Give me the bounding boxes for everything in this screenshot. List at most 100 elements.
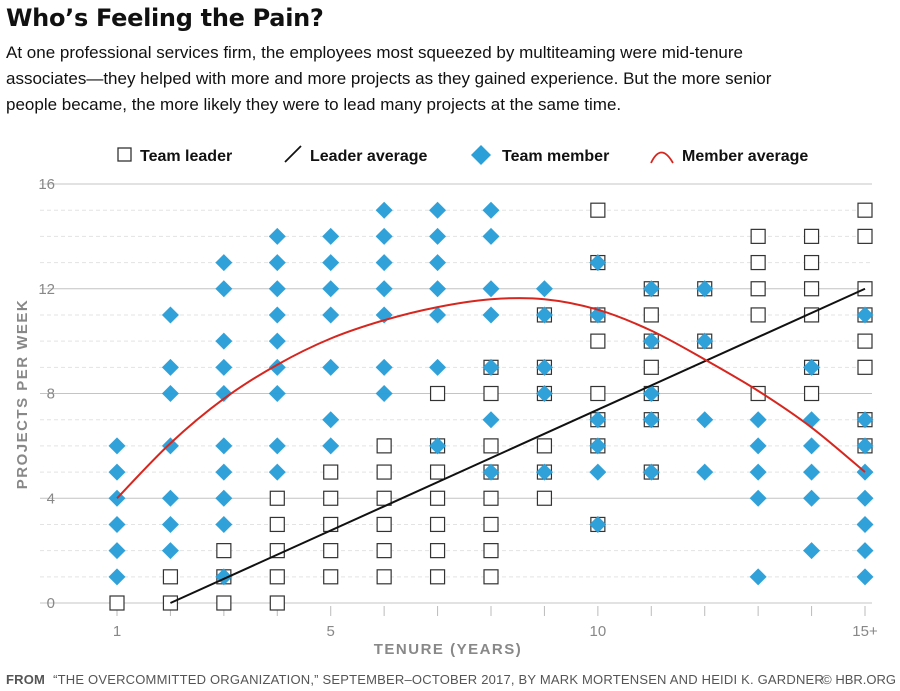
team-leader-point [483,385,499,402]
team-member-point [268,437,286,455]
team-member-point [375,280,393,298]
team-member-point [322,437,340,455]
team-member-point [696,463,714,481]
team-member-point [696,332,714,350]
team-leader-point [803,254,820,271]
team-leader-point [269,569,285,585]
team-member-point [161,437,179,455]
team-leader-point [376,464,392,480]
team-member-point [429,437,447,455]
x-tick-label: 1 [113,623,121,640]
chart-subtitle: At one professional services firm, the e… [6,40,886,118]
legend-member-diamond-icon [471,145,491,165]
team-leader-point [269,490,285,506]
team-member-point [322,358,340,376]
y-tick-label: 8 [47,386,55,403]
team-leader-point [483,438,499,454]
team-leader-point [536,438,553,454]
team-leader-point [857,228,873,244]
team-member-point [375,358,393,376]
team-leader-point [429,516,446,533]
team-member-point [803,437,821,455]
team-leader-point [376,438,392,454]
team-member-point [856,306,874,324]
member-average-curve [116,297,866,499]
footer-source: “THE OVERCOMMITTED ORGANIZATION,” SEPTEM… [53,672,824,687]
team-leader-point [590,385,606,402]
team-leader-point [750,254,766,271]
team-member-point [696,411,714,429]
team-leader-point [857,359,873,375]
y-tick-label: 4 [47,490,55,507]
subtitle-line: people became, the more likely they were… [6,95,622,114]
team-member-point [429,358,447,376]
team-leader-point [803,228,820,244]
team-member-point [375,254,393,272]
team-member-point [749,411,767,429]
scatter-chart: Team leader Leader average Team member M… [14,145,878,658]
team-member-point [161,306,179,324]
legend-member-average-icon [650,151,674,164]
subtitle-line: associates—they helped with more and mor… [6,69,772,88]
team-member-point [482,201,500,219]
team-member-point [749,437,767,455]
team-member-point [696,280,714,298]
team-member-point [856,542,874,560]
team-member-point [375,201,393,219]
team-leader-point [483,543,499,559]
team-leader-point [803,385,820,402]
team-member-point [429,280,447,298]
team-member-point [429,306,447,324]
team-member-points [108,201,874,586]
team-leader-point [483,516,499,533]
team-leader-point [429,385,446,402]
team-member-point [856,515,874,533]
team-leader-point [750,281,766,297]
team-member-point [215,385,233,402]
team-member-point [642,385,660,402]
legend-leader-average-label: Leader average [310,148,428,165]
team-member-point [215,463,233,481]
subtitle-line: At one professional services firm, the e… [6,43,744,62]
team-member-point [108,568,126,586]
team-member-point [215,437,233,455]
team-leader-point [269,595,285,611]
team-member-point [642,280,660,298]
team-leader-point [857,202,873,218]
chart-legend: Team leader Leader average Team member M… [117,145,808,165]
team-member-point [161,385,179,402]
team-member-point [803,358,821,376]
x-tick-label: 15+ [852,623,878,640]
team-member-point [749,568,767,586]
team-member-point [803,489,821,507]
team-member-point [215,280,233,298]
team-member-point [856,489,874,507]
team-leader-point [857,333,873,349]
team-member-point [268,227,286,245]
team-leader-point [643,359,659,375]
team-member-point [749,463,767,481]
team-member-point [589,515,607,533]
team-member-point [429,227,447,245]
team-member-point [482,463,500,481]
team-member-point [482,227,500,245]
team-member-point [322,280,340,298]
team-leader-point [750,385,766,402]
team-member-point [215,358,233,376]
team-leader-point [323,543,339,559]
team-member-point [161,358,179,376]
team-member-point [589,463,607,481]
team-leader-point [323,490,339,506]
team-leader-point [429,569,446,585]
team-leader-point [429,543,446,559]
team-member-point [803,463,821,481]
legend-leader-label: Team leader [140,148,232,165]
team-member-point [535,463,553,481]
team-member-point [322,411,340,429]
team-leader-point [269,516,285,533]
team-member-point [375,385,393,402]
y-axis-ticks: 0 4 8 12 16 [38,176,55,612]
team-member-point [322,227,340,245]
team-member-point [268,280,286,298]
team-member-point [215,515,233,533]
